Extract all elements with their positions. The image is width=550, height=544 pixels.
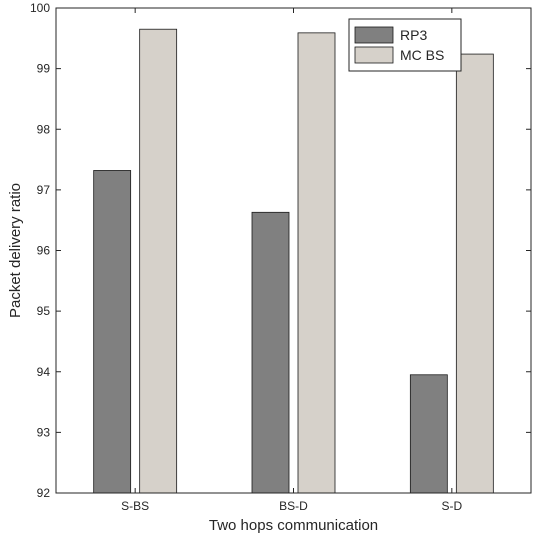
legend-swatch (354, 26, 394, 44)
ticks-group: 92 93 94 95 96 97 98 99 100 S-BS BS-D S-D (30, 1, 531, 513)
bar-rp3-s-bs (93, 170, 132, 494)
bar-mc-bs-bs-d (297, 32, 336, 494)
y-tick-label: 97 (37, 183, 51, 197)
y-tick-label: 100 (30, 1, 50, 15)
y-tick-label: 94 (37, 365, 51, 379)
y-axis-label: Packet delivery ratio (7, 183, 24, 318)
y-tick-label: 92 (37, 486, 51, 500)
y-tick-label: 99 (37, 62, 51, 76)
bar-mc-bs-s-d (455, 53, 494, 494)
bars-group (93, 28, 494, 494)
legend: RP3 MC BS (348, 18, 462, 72)
y-tick-label: 96 (37, 244, 51, 258)
x-tick-label: S-D (441, 499, 462, 513)
x-axis-label: Two hops communication (209, 517, 378, 534)
legend-swatch (354, 46, 394, 64)
legend-label: RP3 (400, 27, 427, 43)
y-tick-label: 98 (37, 122, 51, 136)
y-tick-label: 95 (37, 304, 51, 318)
legend-label: MC BS (400, 47, 444, 63)
bar-rp3-s-d (409, 374, 448, 494)
bar-rp3-bs-d (251, 211, 290, 494)
y-tick-label: 93 (37, 425, 51, 439)
plot-frame (55, 7, 532, 494)
x-tick-label: S-BS (121, 499, 149, 513)
plot-area (56, 8, 531, 493)
bar-mc-bs-s-bs (139, 28, 178, 494)
x-tick-label: BS-D (279, 499, 308, 513)
